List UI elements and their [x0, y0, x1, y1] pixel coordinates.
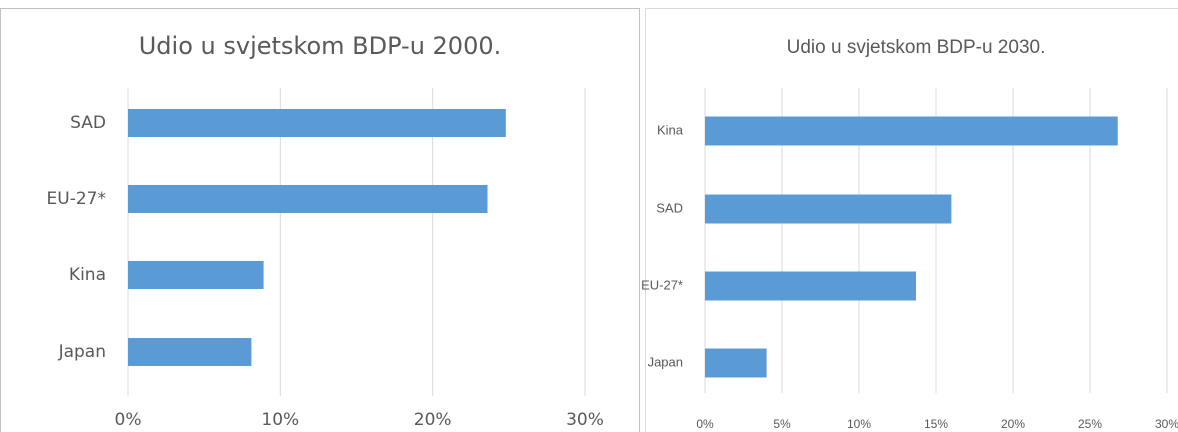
x-tick-label: 0%	[115, 410, 142, 430]
bar	[705, 348, 767, 378]
y-tick-label: Japan	[58, 342, 106, 362]
y-tick-label: EU-27*	[641, 277, 683, 292]
panel-border	[0, 8, 640, 432]
bar	[128, 109, 506, 137]
x-tick-label: 15%	[924, 417, 948, 431]
bar	[705, 116, 1118, 146]
x-tick-label: 30%	[566, 410, 604, 430]
panel-border	[645, 8, 1178, 432]
y-tick-label: Kina	[657, 122, 684, 137]
x-tick-label: 25%	[1078, 417, 1102, 431]
y-tick-label: Kina	[69, 265, 106, 285]
y-tick-label: SAD	[70, 113, 106, 133]
bar	[128, 261, 264, 289]
x-tick-label: 10%	[261, 410, 299, 430]
bar	[705, 271, 916, 301]
chart-title: Udio u svjetskom BDP-u 2030.	[787, 37, 1046, 58]
x-tick-label: 10%	[847, 417, 871, 431]
x-tick-label: 20%	[414, 410, 452, 430]
x-tick-label: 0%	[696, 417, 714, 431]
y-tick-label: EU-27*	[47, 189, 106, 209]
y-tick-label: SAD	[656, 200, 683, 215]
x-tick-label: 5%	[773, 417, 791, 431]
x-tick-label: 20%	[1001, 417, 1025, 431]
y-tick-label: Japan	[648, 354, 683, 369]
chart-title: Udio u svjetskom BDP-u 2000.	[139, 32, 502, 60]
bar	[128, 185, 488, 213]
x-tick-label: 30%	[1155, 417, 1178, 431]
bar	[705, 194, 952, 224]
bar	[128, 338, 252, 366]
